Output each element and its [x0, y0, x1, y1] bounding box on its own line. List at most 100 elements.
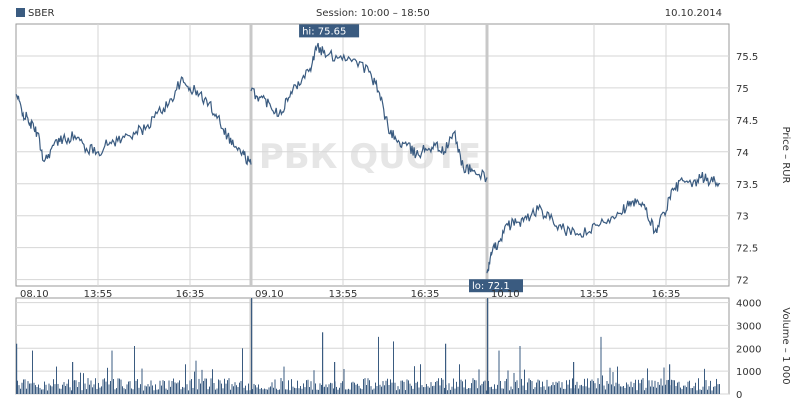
volume-bar — [253, 383, 255, 394]
volume-bar — [113, 379, 114, 394]
volume-bar — [463, 387, 465, 394]
volume-bar — [417, 381, 418, 394]
volume-bar — [647, 368, 648, 394]
volume-bar — [716, 378, 717, 394]
volume-bar — [119, 378, 120, 394]
volume-bar — [60, 388, 62, 394]
volume-bar — [236, 385, 237, 394]
volume-bar — [328, 384, 330, 394]
volume-bar — [573, 362, 575, 394]
volume-bar — [558, 381, 560, 394]
volume-bar — [141, 368, 143, 394]
volume-bar — [50, 385, 51, 394]
volume-bar — [650, 386, 651, 394]
volume-bar — [36, 386, 38, 394]
volume-bar — [230, 389, 231, 394]
volume-bar — [387, 378, 388, 394]
volume-bar — [701, 389, 702, 394]
volume-bar — [122, 386, 123, 394]
volume-axis-title: Volume – 1 000 — [780, 307, 791, 384]
volume-bar — [453, 378, 454, 394]
volume-bar — [245, 385, 246, 394]
volume-bar — [597, 378, 599, 394]
volume-bar — [310, 381, 312, 394]
volume-bar — [402, 380, 403, 394]
volume-bar — [21, 382, 23, 394]
volume-bar — [506, 378, 507, 394]
volume-bar — [270, 386, 271, 394]
volume-bar — [711, 390, 713, 394]
volume-bar — [379, 384, 381, 394]
volume-bar — [516, 380, 518, 394]
volume-bar — [116, 388, 117, 394]
volume-bar — [32, 350, 33, 394]
volume-bar — [342, 381, 343, 394]
volume-bar — [657, 381, 659, 394]
price-tick-label: 72 — [736, 276, 749, 287]
volume-bar — [363, 379, 364, 394]
volume-bar — [99, 387, 101, 394]
volume-bar — [137, 379, 138, 394]
volume-bar — [510, 386, 512, 394]
volume-bar — [333, 388, 334, 394]
volume-bar — [215, 389, 216, 394]
volume-bar — [210, 378, 212, 394]
volume-bar — [240, 380, 242, 394]
volume-bar — [38, 384, 39, 394]
volume-bar — [677, 382, 678, 394]
volume-bar — [291, 379, 292, 394]
volume-bar — [608, 383, 609, 394]
volume-bar — [484, 380, 486, 394]
volume-bar — [527, 382, 528, 394]
volume-bar — [309, 387, 310, 394]
symbol-text: SBER — [28, 8, 55, 19]
volume-bar — [264, 388, 265, 394]
volume-bar — [158, 389, 159, 394]
volume-bar — [683, 385, 684, 394]
watermark: РБК QUOTE — [259, 137, 481, 177]
volume-bar — [194, 371, 195, 394]
volume-bar — [687, 381, 689, 394]
volume-bar — [645, 387, 647, 394]
volume-bar — [545, 389, 546, 394]
volume-bar — [80, 372, 81, 394]
volume-bar — [478, 369, 480, 394]
volume-bar — [53, 379, 54, 394]
volume-bar — [644, 390, 645, 394]
day-label: 10.10 — [491, 289, 520, 300]
volume-bar — [599, 384, 600, 394]
volume-bar — [546, 379, 548, 394]
volume-bar — [23, 379, 24, 394]
volume-bar — [101, 386, 102, 394]
volume-bar — [262, 389, 264, 394]
volume-bar — [294, 387, 295, 394]
volume-bar — [689, 380, 690, 394]
volume-bar — [168, 380, 170, 394]
volume-bar — [614, 386, 615, 394]
volume-bar — [491, 386, 492, 394]
volume-bar — [591, 379, 593, 394]
volume-bar — [234, 382, 236, 394]
volume-bar — [132, 389, 134, 394]
volume-bar — [549, 386, 551, 394]
volume-bar — [222, 388, 224, 394]
volume-bar — [692, 387, 693, 394]
volume-bar — [654, 380, 656, 394]
volume-bar — [78, 381, 80, 394]
volume-tick-label: 0 — [736, 390, 742, 401]
volume-bar — [536, 382, 537, 394]
volume-bar — [47, 390, 48, 394]
volume-bar — [633, 382, 635, 394]
volume-bar — [173, 378, 174, 394]
volume-bar — [531, 381, 533, 394]
volume-bar — [135, 380, 137, 394]
volume-bar — [569, 379, 570, 394]
volume-tick-label: 3000 — [736, 321, 761, 332]
volume-bar — [258, 384, 259, 394]
volume-bar — [33, 382, 35, 394]
volume-bar — [497, 384, 498, 394]
volume-bar — [319, 383, 321, 394]
volume-bar — [489, 387, 491, 394]
volume-bar — [438, 378, 439, 394]
